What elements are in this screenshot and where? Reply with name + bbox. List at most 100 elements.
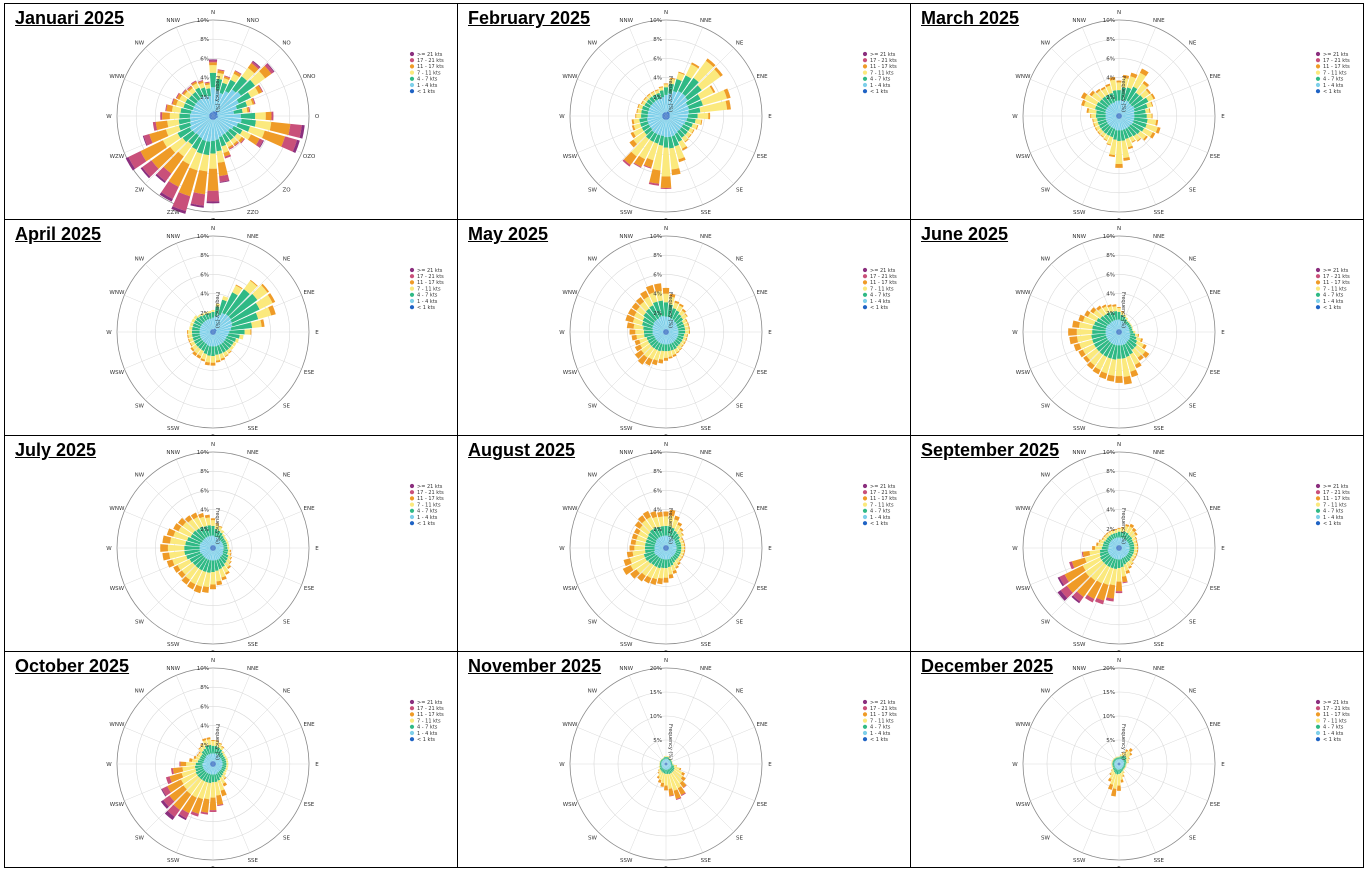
wind-bar-segment [213, 334, 219, 346]
panel-title: Januari 2025 [15, 8, 125, 28]
wind-bar-segment [1121, 112, 1135, 116]
wind-bar-segment [215, 549, 224, 555]
wind-bar-segment [641, 321, 653, 329]
wind-bar-segment [223, 351, 229, 357]
direction-label: SSE [1154, 858, 1165, 864]
grid-spoke [597, 547, 667, 617]
wind-bar-segment [1109, 76, 1116, 81]
wind-bar-segment [1123, 375, 1132, 385]
wind-bar-segment [1125, 534, 1131, 541]
wind-bar-segment [654, 119, 665, 135]
wind-bar-segment [664, 548, 666, 551]
grid-spoke [144, 763, 214, 833]
direction-label: NNW [619, 450, 633, 456]
wind-bar-segment [667, 537, 673, 546]
direction-label: SE [283, 620, 290, 626]
wind-bar-segment [1101, 123, 1110, 132]
wind-bar-segment [1097, 119, 1107, 126]
wind-bar-segment [195, 556, 206, 569]
legend-swatch [862, 286, 868, 291]
legend-swatch [862, 51, 868, 57]
wind-bar-segment [661, 758, 664, 761]
wind-bar-segment [1111, 320, 1118, 330]
wind-bar-segment [207, 310, 212, 314]
wind-bar-segment [201, 312, 205, 317]
wind-bar-segment [666, 548, 668, 551]
legend-swatch [409, 292, 415, 297]
direction-label: NNE [247, 450, 259, 456]
panel-title: June 2025 [921, 224, 1009, 244]
wind-bar-segment [165, 104, 168, 112]
wind-bar-segment [213, 315, 217, 330]
wind-bar-segment [211, 764, 213, 767]
wind-bar-segment [663, 545, 666, 548]
grid-spoke [577, 763, 667, 801]
wind-bar-segment [223, 544, 228, 547]
wind-bar-segment [654, 557, 661, 568]
radial-grid [1022, 667, 1216, 861]
wind-bar-segment [233, 140, 239, 146]
wind-bar-segment [678, 139, 687, 149]
wind-bar-segment [1106, 584, 1116, 599]
wind-bar-segment [1101, 357, 1112, 374]
wind-bar-segment [1119, 545, 1122, 548]
wind-bar-segment [1116, 331, 1119, 332]
wind-bar-segment [631, 125, 636, 131]
wind-bar-segment [1117, 90, 1121, 101]
direction-label: S [664, 650, 668, 651]
tick-label: 8% [200, 469, 209, 475]
legend-swatch [1315, 724, 1321, 729]
wind-bar-segment [202, 772, 209, 782]
wind-bar-segment [1119, 769, 1122, 774]
wind-bar-segment [206, 190, 220, 202]
wind-bar-segment [229, 552, 232, 556]
wind-bar-segment [199, 526, 208, 538]
wind-bar-segment [162, 786, 171, 796]
wind-bar-segment [1122, 316, 1126, 322]
wind-bar-segment [193, 315, 198, 320]
wind-bar-segment [683, 784, 687, 789]
wind-bar-segment [171, 98, 175, 105]
wind-bar-segment [210, 116, 213, 120]
legend-label: >= 21 kts [1323, 52, 1349, 58]
wind-bar-segment [1104, 535, 1108, 540]
direction-label: WNW [562, 722, 578, 728]
wind-bar-segment [1109, 542, 1117, 547]
wind-bar-segment [222, 133, 230, 143]
wind-bar-segment [663, 332, 666, 333]
wind-bar-segment [1116, 757, 1118, 760]
wind-bar-segment [213, 548, 216, 550]
wind-bar-segment [207, 754, 212, 762]
wind-bar-segment [1099, 121, 1108, 129]
wind-bar-segment [1119, 548, 1122, 551]
wind-bar-segment [674, 132, 683, 142]
wind-bar-segment [649, 292, 658, 304]
wind-bar-segment [667, 762, 671, 764]
wind-bar-segment [217, 105, 238, 115]
wind-bar-segment [648, 117, 663, 127]
wind-bar-segment [159, 192, 173, 202]
wind-bar-segment [191, 333, 200, 338]
wind-bar-segment [1110, 550, 1118, 558]
wind-bar-segment [669, 102, 688, 115]
wind-bar-segment [215, 760, 223, 764]
wind-bar-segment [669, 795, 675, 797]
wind-bar-segment [204, 537, 212, 546]
wind-bar-segment [1111, 762, 1113, 764]
wind-bar-segment [655, 539, 664, 547]
wind-bar-segment [1117, 113, 1119, 116]
wind-bar-segment [1133, 109, 1146, 115]
wind-bar-segment [205, 517, 211, 526]
direction-label: N [1117, 226, 1121, 232]
wind-bar-segment [1119, 759, 1124, 763]
legend-swatch [862, 274, 868, 279]
wind-bar-segment [207, 766, 212, 774]
wind-bar-segment [663, 546, 666, 548]
wind-bar-segment [660, 535, 666, 546]
wind-bar-segment [189, 322, 194, 327]
wind-bar-segment [1120, 129, 1126, 141]
wind-bar-segment [1087, 580, 1102, 599]
wind-bar-segment [668, 356, 673, 359]
wind-bar-segment [217, 69, 225, 72]
wind-bar-segment [1112, 763, 1115, 765]
